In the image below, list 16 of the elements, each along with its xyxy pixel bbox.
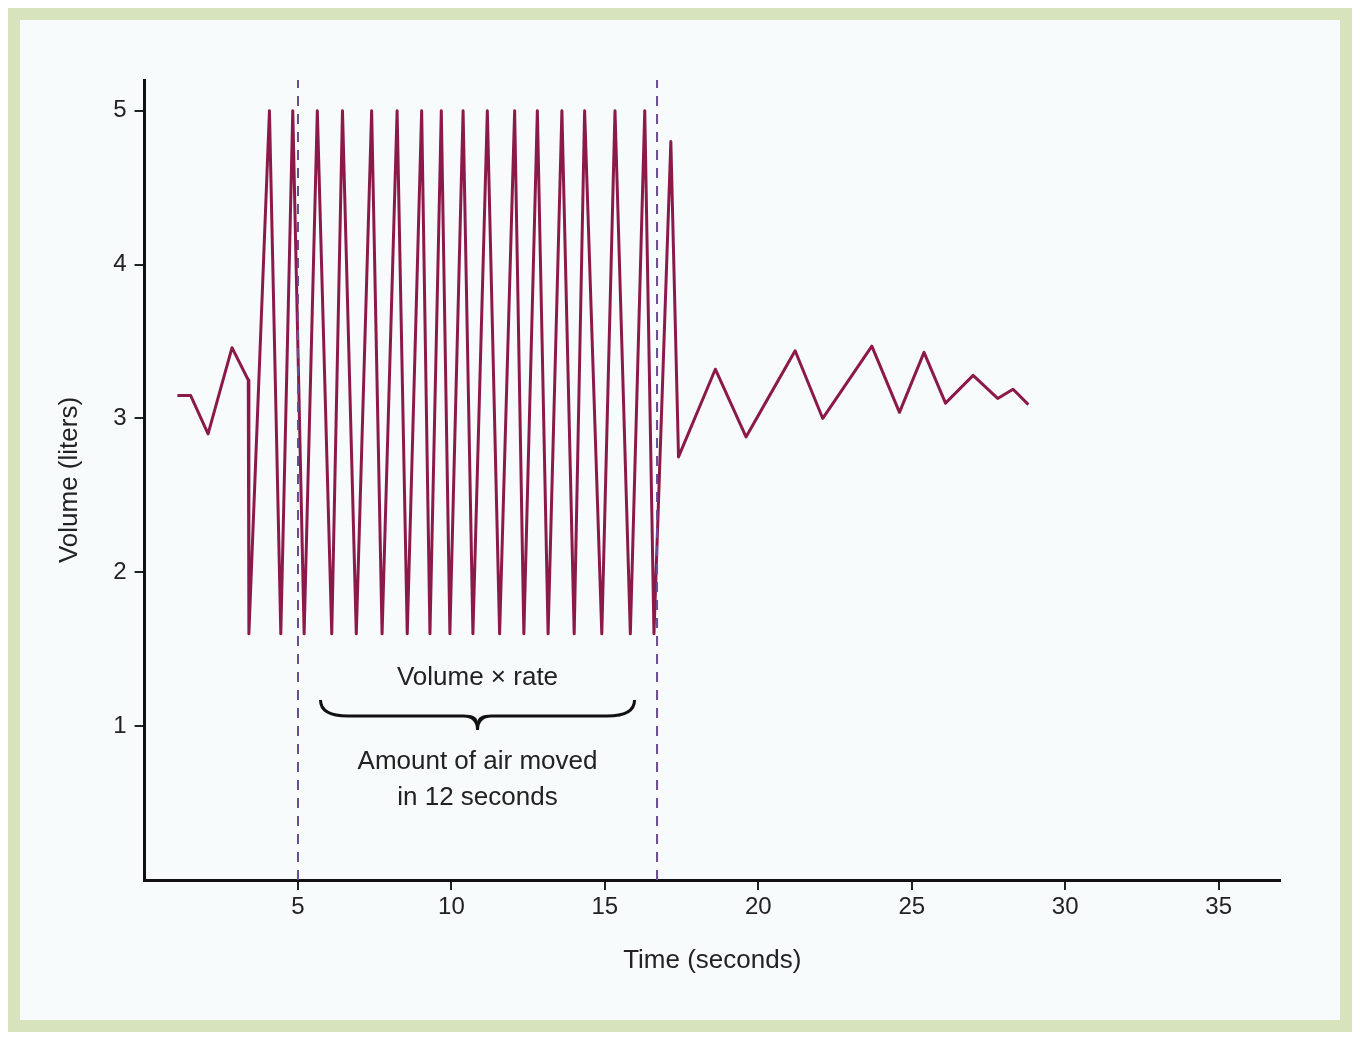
y-tick-label: 2 bbox=[113, 556, 127, 584]
annotation: Amount of air moved in 12 seconds bbox=[356, 744, 599, 814]
y-tick-label: 5 bbox=[113, 95, 127, 123]
x-axis-title: Time (seconds) bbox=[623, 943, 802, 974]
x-tick-label: 20 bbox=[744, 892, 772, 920]
y-tick-label: 1 bbox=[113, 710, 127, 738]
x-tick-label: 15 bbox=[591, 892, 619, 920]
x-tick-label: 5 bbox=[291, 892, 305, 920]
y-tick-label: 4 bbox=[113, 249, 127, 277]
x-tick-label: 25 bbox=[898, 892, 926, 920]
y-tick-label: 3 bbox=[113, 403, 127, 431]
x-tick-label: 10 bbox=[438, 892, 465, 920]
x-tick-label: 35 bbox=[1205, 892, 1232, 920]
annotation: Volume × rate bbox=[395, 660, 560, 694]
y-axis-title: Volume (liters) bbox=[52, 396, 83, 564]
x-tick-label: 30 bbox=[1051, 892, 1079, 920]
